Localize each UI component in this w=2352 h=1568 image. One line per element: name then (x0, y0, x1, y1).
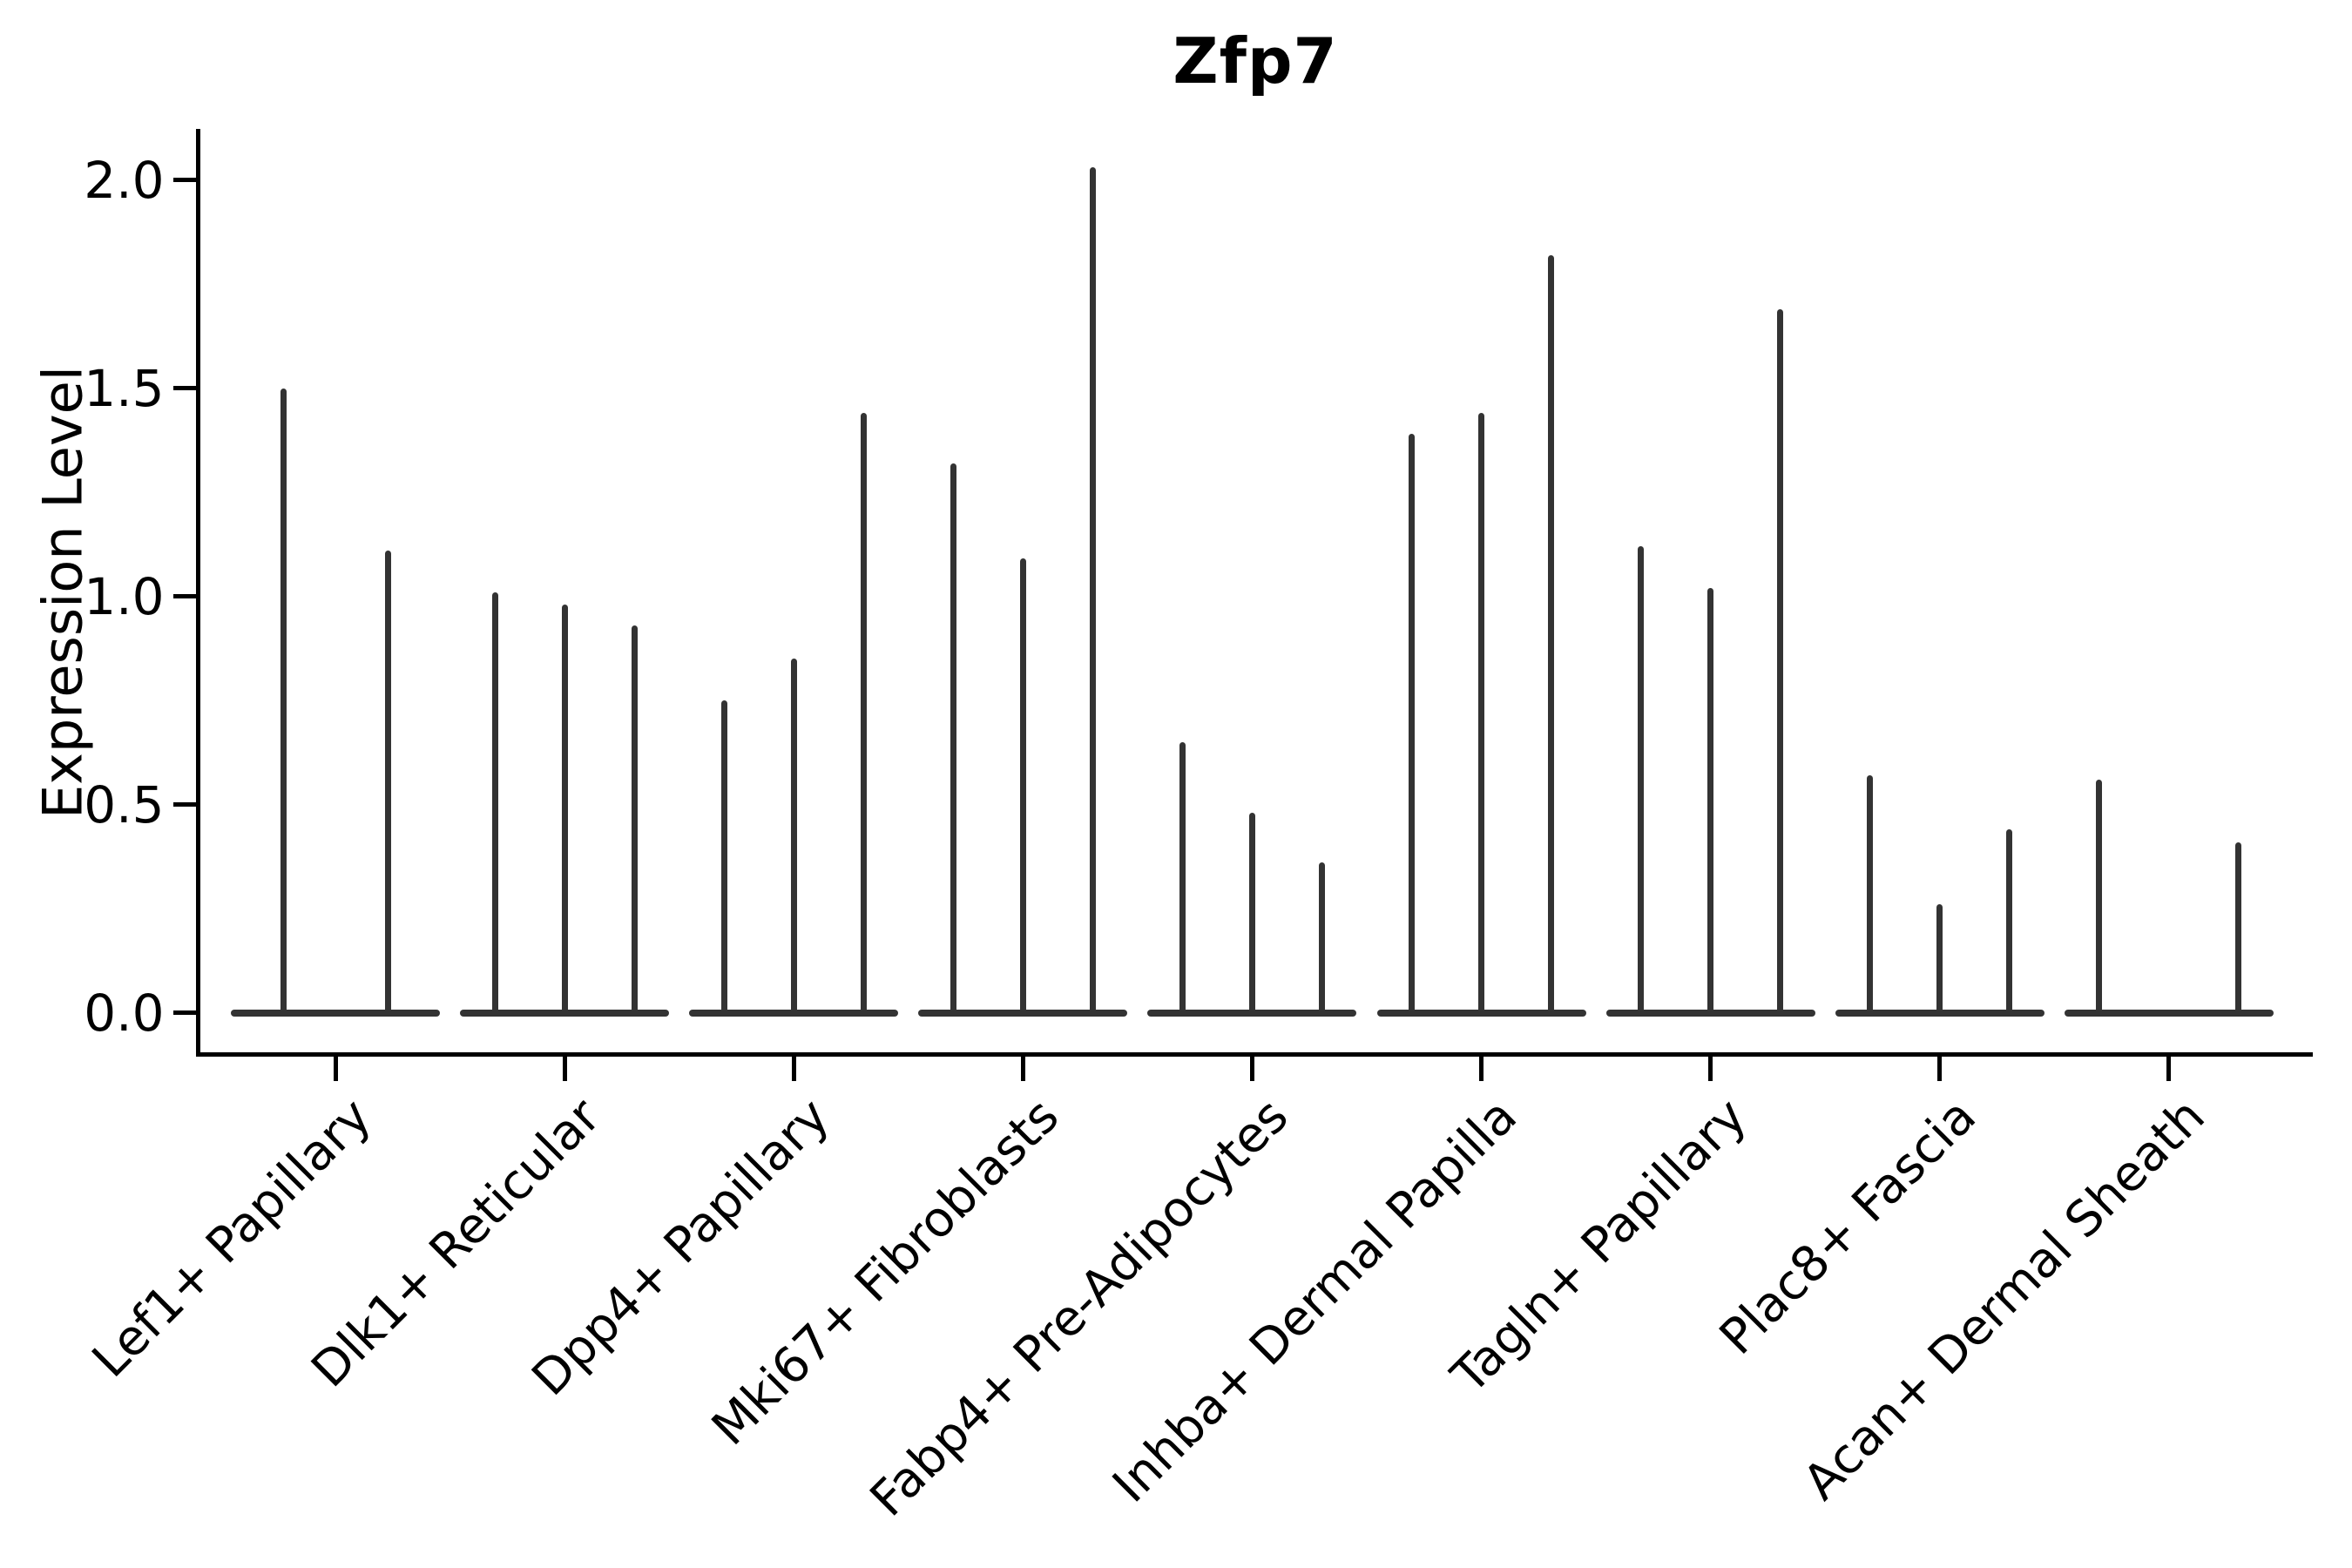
violin-spike (1179, 741, 1186, 1015)
violin-spike (631, 625, 638, 1015)
violin-spike (860, 413, 867, 1015)
y-tick (172, 386, 196, 390)
x-tick-label: Inhba+ Dermal Papilla (1102, 1087, 1529, 1514)
violin-spike (1318, 862, 1325, 1015)
violin-spike (790, 659, 797, 1015)
y-tick-label: 1.0 (84, 566, 165, 626)
violin-spike (2235, 841, 2242, 1015)
x-tick-label: Fabp4+ Pre-Adipocytes (859, 1087, 1300, 1527)
violin-spike (384, 550, 391, 1015)
y-tick (172, 802, 196, 807)
x-tick (2166, 1056, 2172, 1081)
violin-spike (1867, 775, 1874, 1015)
x-tick (1249, 1056, 1254, 1081)
violin-spike (1638, 546, 1645, 1015)
violin-spike (1089, 167, 1096, 1015)
y-tick-label: 2.0 (84, 150, 165, 210)
violin-spike (1777, 308, 1784, 1015)
violin-spike (1478, 413, 1484, 1015)
violin-spike (280, 388, 287, 1015)
x-tick (333, 1056, 338, 1081)
y-tick-label: 0.5 (84, 774, 165, 835)
x-tick-label: Acan+ Dermal Sheath (1793, 1087, 2216, 1511)
x-tick (562, 1056, 567, 1081)
violin-spike (950, 463, 956, 1015)
violin-spike (720, 700, 727, 1015)
y-tick (172, 178, 196, 182)
violin-spike (2006, 829, 2013, 1015)
x-axis-spine (195, 1051, 2313, 1057)
y-tick (172, 594, 196, 598)
violin-baseline (2064, 1009, 2274, 1017)
violin-spike (1936, 904, 1943, 1015)
violin-spike (2096, 779, 2103, 1015)
violin-spike (1019, 558, 1026, 1015)
y-tick-label: 0.0 (84, 983, 165, 1043)
violin-spike (1248, 813, 1255, 1015)
violin-spike (1409, 434, 1415, 1015)
violin-spike (491, 591, 498, 1015)
x-tick (1708, 1056, 1713, 1081)
violin-spike (561, 605, 568, 1015)
x-tick (1479, 1056, 1484, 1081)
y-tick (172, 1010, 196, 1015)
y-axis-spine (195, 129, 200, 1057)
chart-title: Zfp7 (1173, 24, 1338, 98)
x-tick (1937, 1056, 1943, 1081)
x-tick (1020, 1056, 1025, 1081)
violin-baseline (231, 1009, 440, 1017)
x-tick (791, 1056, 796, 1081)
violin-spike (1707, 587, 1714, 1015)
violin-spike (1548, 254, 1554, 1015)
y-tick-label: 1.5 (84, 358, 165, 418)
